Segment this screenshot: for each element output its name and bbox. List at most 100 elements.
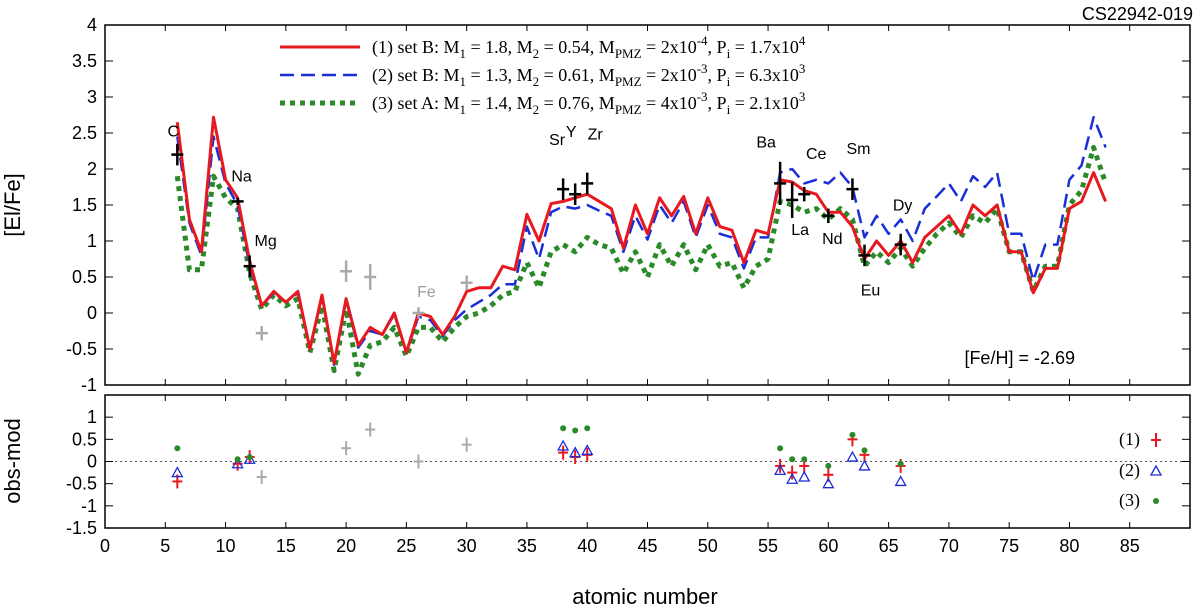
- x-tick-label: 70: [939, 536, 959, 556]
- residual-dot: [801, 456, 808, 463]
- y-tick-label: -1: [81, 496, 97, 516]
- y-tick-label: -1.5: [66, 518, 97, 538]
- bottom-legend: (1) (2) (3): [1119, 429, 1163, 511]
- element-label: Nd: [822, 231, 842, 248]
- element-label: Fe: [417, 284, 436, 301]
- x-tick-label: 65: [879, 536, 899, 556]
- y-tick-label: 3: [87, 87, 97, 107]
- y-tick-label: -0.5: [66, 339, 97, 359]
- series-line-1: [175, 115, 1107, 365]
- element-label: Eu: [861, 282, 881, 299]
- y-tick-label: 0: [87, 303, 97, 323]
- x-tick-label: 5: [160, 536, 170, 556]
- residual-triangle: [557, 439, 570, 451]
- y-tick-label: 1: [87, 231, 97, 251]
- observations: C Na Mg Fe Sr Y Zr Ba La Ce Nd Sm Eu Dy: [168, 124, 913, 341]
- legend-marker-triangle: [1149, 464, 1163, 476]
- residual-dot: [560, 425, 567, 432]
- residual-triangle: [786, 472, 799, 484]
- bottom-panel-frame: [104, 394, 1191, 529]
- residual-dot: [246, 454, 253, 461]
- bottom-legend-label-3: (3): [1119, 490, 1140, 511]
- y-tick-label: 3.5: [72, 51, 97, 71]
- y-tick-label: 2.5: [72, 123, 97, 143]
- residual-dot: [777, 445, 784, 452]
- bottom-y-ticks: -1.5-1-0.50 0.51: [66, 407, 1190, 538]
- x-tick-label: 85: [1120, 536, 1140, 556]
- element-label: Ce: [806, 146, 827, 163]
- element-label: Y: [566, 124, 577, 141]
- residual-triangle: [894, 475, 907, 487]
- y-tick-label: 1: [87, 407, 97, 427]
- residual-points: [171, 422, 907, 489]
- residual-triangle: [231, 457, 244, 469]
- residual-triangle: [581, 444, 594, 456]
- residual-triangle: [569, 446, 582, 458]
- x-tick-label: 75: [999, 536, 1019, 556]
- residual-dot: [897, 460, 904, 467]
- residual-dot: [584, 425, 591, 432]
- series-line-3: [174, 144, 1108, 377]
- element-label: Ba: [756, 134, 776, 151]
- legend-marker-dot: [1153, 498, 1159, 504]
- residual-triangle: [858, 459, 871, 471]
- residual-dot: [174, 445, 181, 452]
- x-tick-label: 25: [396, 536, 416, 556]
- model-curves: [174, 115, 1108, 377]
- element-label: Sr: [549, 132, 566, 149]
- y-tick-label: 0.5: [72, 267, 97, 287]
- bottom-x-ticks: 0 5 10 15 20 25 30 35 40 45 50 55 60 65 70 75 80 85: [100, 395, 1140, 556]
- residual-triangle: [171, 466, 184, 478]
- residual-triangle: [846, 450, 859, 462]
- star-label: CS22942-019: [1082, 4, 1193, 24]
- x-tick-label: 0: [100, 536, 110, 556]
- y-tick-label: 0.5: [72, 429, 97, 449]
- element-label: Dy: [893, 198, 913, 215]
- y-tick-label: -0.5: [66, 474, 97, 494]
- residual-dot: [861, 447, 868, 454]
- y-tick-label: 4: [87, 15, 97, 35]
- bottom-legend-markers: [1149, 433, 1163, 504]
- element-label: La: [791, 222, 809, 239]
- y-tick-label: 2: [87, 159, 97, 179]
- x-tick-label: 10: [216, 536, 236, 556]
- x-tick-label: 55: [758, 536, 778, 556]
- residual-dot: [825, 462, 832, 469]
- bottom-legend-label-1: (1): [1119, 429, 1140, 450]
- bottom-legend-label-2: (2): [1119, 460, 1140, 481]
- bottom-y-axis-label: obs-mod: [0, 418, 25, 504]
- x-tick-label: 80: [1059, 536, 1079, 556]
- element-label: Zr: [588, 126, 604, 143]
- top-y-ticks: -1 -0.5 0 0.5 1 1.5 2 2.5 3 3.5 4: [66, 15, 1190, 395]
- top-y-axis-label: [El/Fe]: [0, 173, 25, 237]
- element-label: Sm: [846, 141, 870, 158]
- top-legend: (1) set B: M1 = 1.8, M2 = 0.54, MPMZ = 2…: [280, 33, 806, 117]
- residual-dot: [789, 456, 796, 463]
- x-tick-label: 50: [698, 536, 718, 556]
- legend-entry-1: (1) set B: M1 = 1.8, M2 = 0.54, MPMZ = 2…: [372, 33, 806, 61]
- series-line-2: [176, 115, 1107, 367]
- element-label: C: [168, 124, 180, 141]
- top-x-ticks: [104, 25, 1131, 385]
- residual-triangle: [798, 470, 811, 482]
- metallicity-label: [Fe/H] = -2.69: [964, 348, 1075, 368]
- x-tick-label: 15: [276, 536, 296, 556]
- x-tick-label: 40: [577, 536, 597, 556]
- x-tick-label: 20: [336, 536, 356, 556]
- residual-triangle: [243, 452, 256, 464]
- x-tick-label: 45: [637, 536, 657, 556]
- element-label: Mg: [255, 233, 277, 250]
- x-axis-label: atomic number: [572, 584, 718, 607]
- y-tick-label: 1.5: [72, 195, 97, 215]
- residual-triangle: [774, 464, 787, 476]
- residual-dot: [234, 456, 241, 463]
- y-tick-label: 0: [87, 452, 97, 472]
- legend-entry-2: (2) set B: M1 = 1.3, M2 = 0.61, MPMZ = 2…: [372, 61, 805, 89]
- x-tick-label: 30: [457, 536, 477, 556]
- y-tick-label: -1: [81, 375, 97, 395]
- legend-entry-3: (3) set A: M1 = 1.4, M2 = 0.76, MPMZ = 4…: [372, 89, 805, 117]
- residual-triangle: [822, 477, 835, 489]
- x-tick-label: 60: [818, 536, 838, 556]
- element-label: Na: [231, 168, 252, 185]
